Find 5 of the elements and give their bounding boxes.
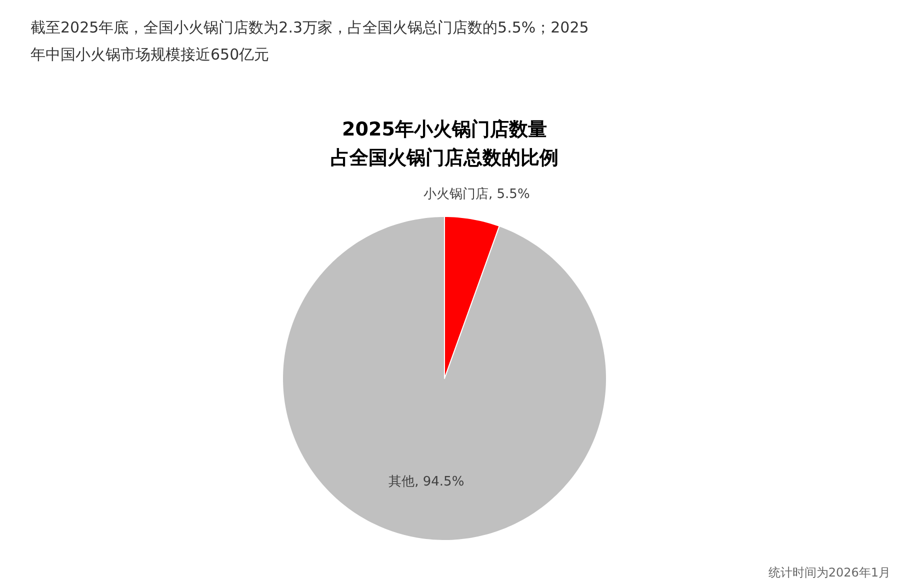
slice-label: 其他, 94.5%: [388, 474, 464, 490]
slice-label: 小火锅门店, 5.5%: [424, 186, 530, 202]
chart-subtitle: 2025年小火锅门店数量占全国火锅门店总数的比例: [330, 118, 558, 170]
chart-title: 截至2025年底，全国小火锅门店数为2.3万家，占全国火锅总门店数的5.5%；2025年中国小火锅市场规模接近650亿元: [30, 18, 589, 64]
text: 统计时间为2026年1月: [768, 566, 891, 580]
